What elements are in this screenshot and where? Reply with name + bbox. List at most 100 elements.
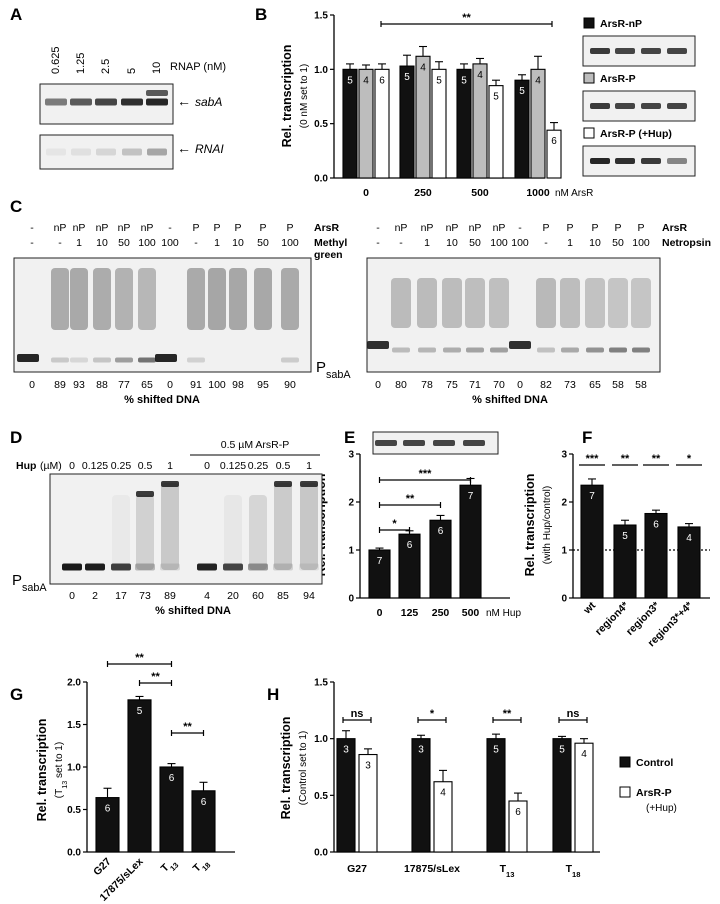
panel-c-right-free-band <box>537 347 555 353</box>
panel-c-right-shifted <box>391 278 411 328</box>
panel-e-x-tick-label: 0 <box>377 607 383 619</box>
panel-e-letter: E <box>344 428 355 447</box>
panel-g-x-tick-label: G27 <box>91 856 114 879</box>
panel-d-shifted-value: 94 <box>303 590 315 602</box>
panel-b-legend-band <box>641 103 661 109</box>
panel-h-y-tick-label: 0.5 <box>314 791 328 802</box>
panel-b-2-n-label: 6 <box>379 75 385 86</box>
panel-c-left-arsr: P <box>286 222 293 234</box>
panel-g-y-label-2: (T13 set to 1) <box>54 742 69 798</box>
arrow-icon: ← <box>177 93 191 109</box>
panel-b-legend-label: ArsR-nP <box>600 18 642 30</box>
panel-c-right-conc: - <box>544 237 548 249</box>
panel-e-y-tick-label: 2 <box>348 498 354 509</box>
panel-f-x-tick-label: wt <box>581 599 599 617</box>
panel-c-right-free-band <box>586 347 604 353</box>
panel-d-hup-label: Hup <box>16 460 36 472</box>
panel-h-x-tick-label-main: T <box>566 863 573 875</box>
panel-c-right-free-band <box>632 347 650 353</box>
panel-h-sig-label: ns <box>351 708 364 720</box>
panel-f-letter: F <box>582 428 592 447</box>
panel-d-shifted <box>249 495 267 570</box>
panel-h-y-tick-label: 1.0 <box>314 734 328 745</box>
panel-e-sig-label: *** <box>419 468 433 480</box>
panel-d-shifted-value: 89 <box>164 590 176 602</box>
panel-b-0-n-label: 5 <box>461 75 467 86</box>
panel-d-shifted-value: 73 <box>139 590 151 602</box>
panel-c-right-free-band <box>367 341 389 349</box>
panel-h-legend-extra: (+Hup) <box>646 803 677 814</box>
panel-h-x-tick-label-main: T <box>500 863 507 875</box>
panel-c-left-arsr: nP <box>73 222 86 234</box>
panel-g-y-tick-label: 1.5 <box>67 720 81 731</box>
panel-c-left-conc: 1 <box>214 237 220 249</box>
panel-c-right-shifted <box>465 278 485 328</box>
panel-d-shifted-value: 60 <box>252 590 264 602</box>
panel-c-right-arsr: nP <box>493 222 506 234</box>
panel-g-sig-label: ** <box>183 721 192 733</box>
panel-g-sig-label: ** <box>151 671 160 683</box>
panel-c-right-shifted-value: 82 <box>540 379 552 391</box>
panel-c-right-free-band <box>418 347 436 353</box>
panel-f-n-label: 6 <box>653 520 659 531</box>
panel-d-free-band <box>299 563 319 571</box>
panel-c-right-shifted <box>585 278 605 328</box>
panel-b-sig-label: ** <box>462 12 471 24</box>
panel-d-free-band <box>85 563 105 571</box>
panel-d-hup-value: 0.25 <box>111 460 132 472</box>
panel-b-legend-band <box>641 48 661 54</box>
panel-c-left-free-band <box>93 357 111 363</box>
panel-e-gel-band <box>403 440 425 446</box>
panel-c-right-conc: 50 <box>469 237 481 249</box>
panel-b-legend-band <box>641 158 661 164</box>
panel-a-letter: A <box>10 5 22 24</box>
panel-c-left-arsr: - <box>168 222 172 234</box>
panel-b-legend-band <box>667 48 687 54</box>
panel-c-left-reagent-2: green <box>314 249 343 261</box>
panel-f-n-label: 5 <box>622 531 628 542</box>
panel-g-n-label: 6 <box>169 773 175 784</box>
panel-b-letter: B <box>255 5 267 24</box>
panel-e-n-label: 7 <box>468 491 474 502</box>
panel-c-right-gel <box>366 257 661 373</box>
panel-h-sig-label: ns <box>567 708 580 720</box>
panel-a-band-rnai <box>96 148 116 156</box>
panel-f-sig-label: ** <box>621 453 630 465</box>
panel-b-legend-band <box>590 158 610 164</box>
panel-c-left-gel <box>13 257 312 373</box>
panel-c-right-shifted <box>489 278 509 328</box>
panel-c-left-shifted-value: 98 <box>232 379 244 391</box>
panel-d-free-band <box>111 563 131 571</box>
panel-c-left-arsr: nP <box>118 222 131 234</box>
panel-g-y-label-2-tail: set to 1) <box>54 742 65 781</box>
panel-c-right-shifted <box>536 278 556 328</box>
panel-d-shifted-band <box>274 481 292 487</box>
panel-b-1-bar <box>472 63 488 179</box>
panel-c-left-arsr: P <box>234 222 241 234</box>
panel-h-letter: H <box>267 685 279 704</box>
chart-panel-g: G Rel. transcription (T13 set to 1) 0.0 0.5 1… <box>10 652 235 904</box>
panel-b-1-n-label: 4 <box>420 62 426 73</box>
panel-f-sig-label: * <box>687 453 692 465</box>
panel-g-y-tick-label: 2.0 <box>67 678 81 689</box>
panel-a-band-rnai <box>122 148 142 156</box>
panel-c-right-free-band <box>509 341 531 349</box>
panel-b-legend-band <box>615 103 635 109</box>
panel-g-y-tick-label: 0.0 <box>67 848 81 859</box>
panel-b-1-n-label: 4 <box>535 75 541 86</box>
panel-a-band-sabA <box>95 98 117 106</box>
panel-c-left-shifted-value: 100 <box>208 379 226 391</box>
panel-e-sig-label: * <box>392 518 397 530</box>
panel-c-left-shifted-value: 93 <box>73 379 85 391</box>
panel-e-y-tick-label: 3 <box>348 450 354 461</box>
panel-c-right-arsr: P <box>614 222 621 234</box>
panel-h-y-label-2: (Control set to 1) <box>298 731 309 805</box>
panel-h-0-n-label: 3 <box>343 745 349 756</box>
panel-d-shifted-value: 20 <box>227 590 239 602</box>
panel-c-left-shifted <box>138 268 156 330</box>
panel-c-right-free-band <box>490 347 508 353</box>
panel-d-shifted-value: 17 <box>115 590 127 602</box>
panel-c-letter: C <box>10 197 22 216</box>
panel-c-left-shifted <box>281 268 299 330</box>
panel-c-left-arsr: P <box>192 222 199 234</box>
